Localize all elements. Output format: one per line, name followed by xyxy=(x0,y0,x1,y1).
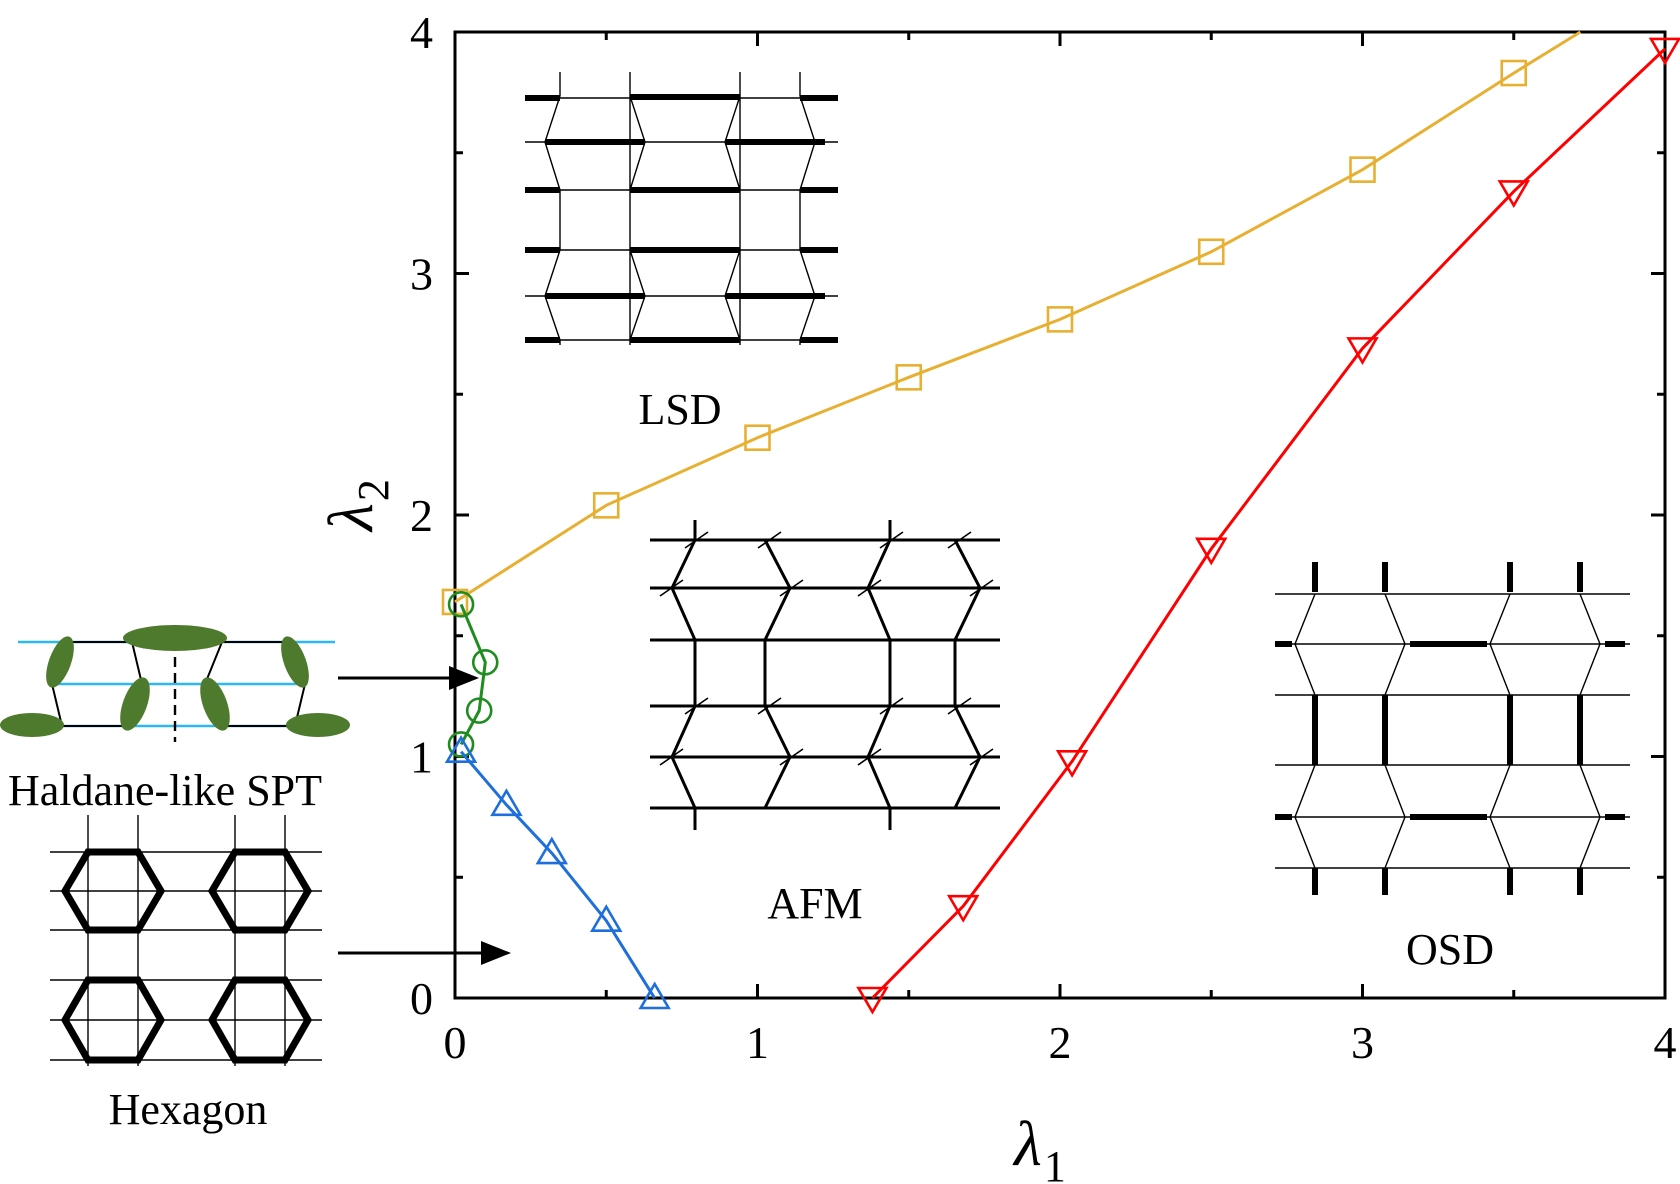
y-tick-label: 0 xyxy=(410,973,433,1024)
x-tick-label: 0 xyxy=(444,1017,467,1068)
y-axis-symbol: λ xyxy=(315,503,386,533)
plot-frame xyxy=(453,30,1667,1000)
y-tick-label: 2 xyxy=(410,490,433,541)
haldane-spt-inset: Haldane-like SPT xyxy=(0,625,350,815)
x-axis-subscript: 1 xyxy=(1044,1142,1066,1184)
x-tick-label: 4 xyxy=(1654,1017,1677,1068)
data-point-triangle-down xyxy=(1648,37,1680,66)
side-label-haldane: Haldane-like SPT xyxy=(8,766,322,815)
lsd-lattice-inset: LSD xyxy=(525,72,838,434)
y-axis-title: λ2 xyxy=(315,479,398,533)
axis-tick-labels: 0 1 2 3 4 0 1 2 3 4 xyxy=(410,7,1677,1068)
series-line-1 xyxy=(871,47,1667,1000)
data-point-triangle-down xyxy=(1055,750,1089,778)
x-tick-label: 1 xyxy=(746,1017,769,1068)
series-line-2 xyxy=(459,603,487,746)
data-point-triangle-down xyxy=(1194,537,1228,566)
y-axis-subscript: 2 xyxy=(349,479,398,501)
afm-lattice-inset: AFM xyxy=(650,520,1000,928)
data-point-triangle-up xyxy=(535,836,569,865)
data-point-circle xyxy=(447,731,475,758)
phase-label-afm: AFM xyxy=(767,879,862,928)
data-point-square xyxy=(1349,156,1376,183)
axis-ticks xyxy=(453,30,1667,1000)
y-tick-label: 1 xyxy=(410,732,433,783)
series-line-3 xyxy=(459,750,656,999)
phase-label-osd: OSD xyxy=(1406,925,1494,974)
side-label-hexagon: Hexagon xyxy=(109,1085,268,1134)
data-point-triangle-up xyxy=(444,735,478,763)
data-point-triangle-down xyxy=(1346,337,1379,365)
svg-text:λ2: λ2 xyxy=(315,479,398,533)
x-tick-label: 2 xyxy=(1049,1017,1072,1068)
data-point-circle xyxy=(471,649,499,676)
hexagon-lattice-inset: Hexagon xyxy=(50,815,322,1134)
data-point-triangle-up xyxy=(638,981,671,1010)
data-point-square xyxy=(744,424,771,452)
data-point-square xyxy=(895,364,923,391)
data-point-triangle-down xyxy=(1497,180,1531,208)
series-line-0 xyxy=(454,30,1582,604)
x-axis-symbol: λ xyxy=(1012,1108,1042,1179)
x-tick-label: 3 xyxy=(1351,1017,1374,1068)
data-point-square xyxy=(1197,238,1225,266)
data-point-triangle-up xyxy=(490,788,523,817)
phase-label-lsd: LSD xyxy=(638,385,721,434)
osd-lattice-inset: OSD xyxy=(1275,562,1630,974)
y-tick-label: 4 xyxy=(410,7,433,58)
data-point-square xyxy=(1500,59,1528,87)
data-point-circle xyxy=(465,697,493,724)
data-point-circle xyxy=(447,591,475,618)
data-point-triangle-up xyxy=(589,904,623,933)
data-point-square xyxy=(1046,306,1074,333)
data-point-triangle-down xyxy=(946,894,980,923)
series-layer xyxy=(441,30,1680,1015)
y-tick-label: 3 xyxy=(410,249,433,300)
x-axis-title: λ1 xyxy=(1012,1108,1066,1184)
data-point-square xyxy=(592,492,620,519)
data-point-triangle-down xyxy=(856,986,889,1015)
